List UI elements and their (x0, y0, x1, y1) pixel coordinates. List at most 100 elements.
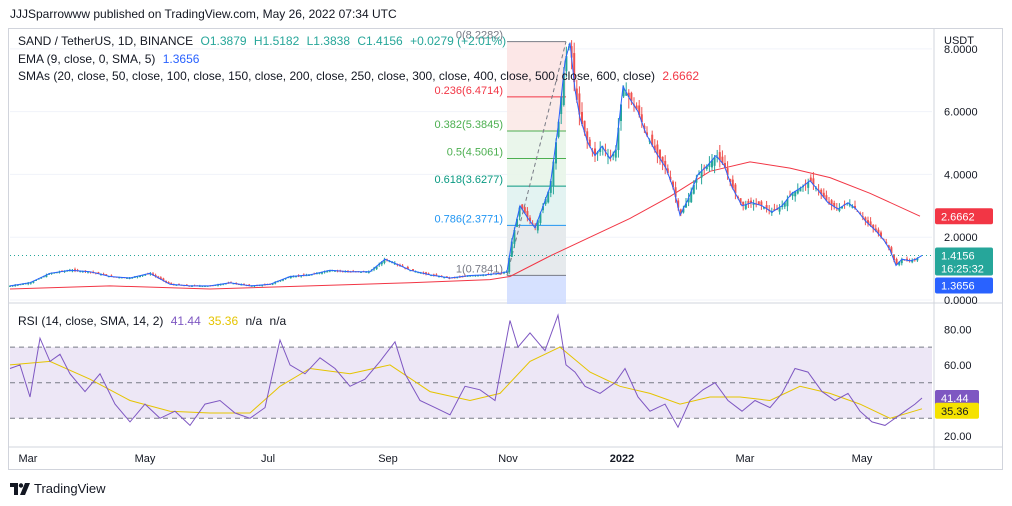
candle-body (32, 281, 35, 283)
ema-line-group (9, 42, 923, 287)
candle-body (547, 191, 550, 203)
candle-body (105, 274, 108, 276)
candle-body (864, 217, 867, 221)
rsi-sma-tag-text: 35.36 (941, 406, 969, 418)
chart-frame[interactable] (8, 28, 1003, 470)
candle-body (365, 271, 368, 273)
candle-body (406, 267, 409, 270)
candle-body (820, 189, 823, 195)
candle-body (822, 192, 825, 198)
candle-body (50, 273, 53, 275)
candle-body (74, 269, 76, 271)
candle-body (586, 131, 589, 141)
fibonacci-retracement: 0(8.2282) 0.236(6.4714) 0.382(5.3845) 0.5(4… (435, 30, 567, 304)
candle-body (573, 53, 576, 83)
candle-body (412, 269, 414, 271)
fib-level-label: 0.382(5.3845) (435, 119, 504, 131)
rsi-sma-tag-bg (935, 402, 979, 419)
candle-body (640, 114, 643, 123)
candle-body (635, 105, 638, 110)
rsi-tick-label: 80.00 (944, 324, 972, 336)
ema-price-tag-text: 1.3656 (941, 281, 975, 293)
candle-body (799, 187, 802, 192)
candle-body (141, 275, 144, 277)
candle-body (877, 229, 880, 234)
time-tick-label: Jul (261, 453, 275, 465)
candle-body (375, 266, 378, 270)
chart-canvas[interactable]: 0(8.2282) 0.236(6.4714) 0.382(5.3845) 0.5(4… (0, 0, 1012, 475)
candle-body (133, 276, 136, 278)
candle-body (539, 213, 542, 223)
low-value: L1.3838 (306, 34, 351, 48)
fib-zone (507, 186, 566, 226)
candle-body (752, 203, 755, 205)
open-value: O1.3879 (200, 34, 247, 48)
symbol-legend[interactable]: SAND / TetherUS, 1D, BINANCE O1.3879 H1.… (18, 34, 510, 48)
rsi-label[interactable]: RSI (14, close, SMA, 14, 2) (18, 314, 164, 328)
currency-label: USDT (944, 35, 974, 47)
candle-body (672, 181, 674, 188)
sma-legend[interactable]: SMAs (20, close, 50, close, 100, close, … (18, 69, 703, 83)
candle-body (713, 157, 716, 166)
candle-body (854, 205, 856, 209)
rsi-tick-label: 20.00 (944, 431, 972, 443)
candle-body (833, 202, 836, 207)
price-tick-label: 6.0000 (944, 107, 978, 119)
candle-body (162, 278, 165, 281)
candle-body (126, 277, 128, 279)
rsi-pane (9, 313, 932, 429)
candle-body (167, 282, 170, 284)
fib-trend-line (506, 41, 567, 276)
sma-price-tag-bg (935, 208, 993, 225)
tradingview-logo[interactable]: TradingView (10, 481, 106, 496)
candle-body (594, 148, 596, 156)
rsi-legend[interactable]: RSI (14, close, SMA, 14, 2) 41.44 35.36 … (18, 314, 290, 328)
grid-layer (8, 29, 1003, 469)
candle-body (887, 245, 890, 248)
candle-body (557, 121, 560, 137)
high-value: H1.5182 (253, 34, 300, 48)
candle-body (807, 182, 810, 188)
time-tick-label: May (852, 453, 873, 465)
candle-body (638, 105, 641, 115)
fib-zone-gray (507, 225, 566, 276)
candle-body (445, 276, 448, 278)
candle-body (700, 171, 703, 178)
candle-body (796, 189, 799, 194)
candle-body (718, 152, 721, 161)
ema-line (9, 42, 923, 287)
ema-price-tag: 1.3656 (935, 277, 993, 294)
ema-label[interactable]: EMA (9, close, 0, SMA, 5) (18, 52, 156, 66)
candle-body (318, 272, 321, 274)
ema-legend[interactable]: EMA (9, close, 0, SMA, 5) 1.3656 (18, 52, 203, 66)
fib-level-label: 0.786(2.3771) (435, 213, 504, 225)
candle-body (495, 273, 498, 275)
candle-body (503, 272, 505, 274)
time-tick-label: Mar (19, 453, 38, 465)
sma-label[interactable]: SMAs (20, close, 50, close, 100, close, … (18, 69, 656, 83)
close-price-tag-text: 16:25:32 (941, 264, 984, 276)
candle-body (380, 261, 383, 265)
rsi-sma-line (9, 346, 923, 419)
candle-body (622, 87, 625, 97)
candle-body (565, 56, 568, 72)
candle-body (765, 205, 768, 209)
candle-body (659, 149, 661, 159)
rsi-value-tag-text: 41.44 (941, 393, 969, 405)
sma-price-tag: 2.6662 (935, 208, 993, 225)
candle-body (435, 274, 438, 276)
symbol-name[interactable]: SAND / TetherUS, 1D, BINANCE (18, 34, 194, 48)
rsi-value-tag-bg (935, 389, 979, 406)
candle-body (274, 282, 277, 284)
candle-body (131, 277, 134, 279)
rsi-sma-tag: 35.36 (935, 402, 979, 419)
candle-body (474, 275, 477, 277)
time-tick-label: Mar (736, 453, 755, 465)
candle-body (471, 275, 474, 277)
sma-price-tag-text: 2.6662 (941, 211, 975, 223)
candle-body (664, 160, 667, 167)
candle-body (552, 161, 555, 187)
candle-body (794, 191, 797, 197)
candle-body (726, 168, 729, 175)
fib-level-label: 1(0.7841) (456, 263, 503, 275)
